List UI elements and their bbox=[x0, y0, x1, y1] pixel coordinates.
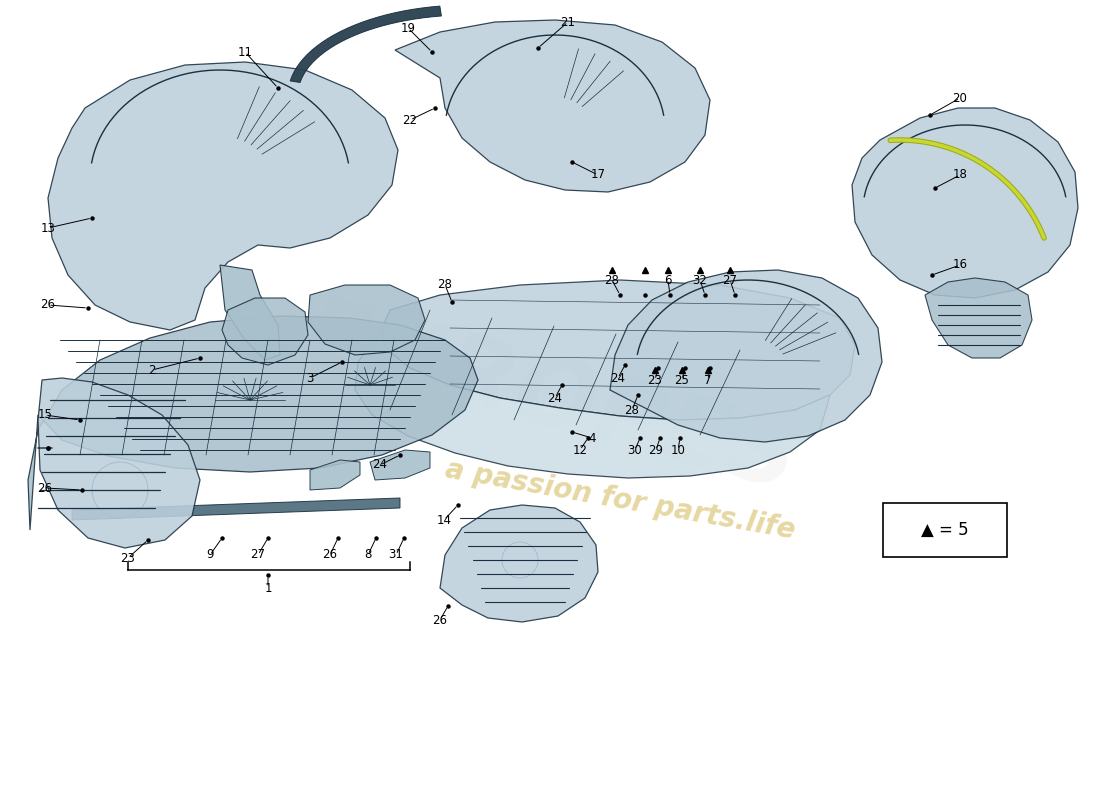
Polygon shape bbox=[852, 108, 1078, 298]
Polygon shape bbox=[290, 6, 441, 82]
Text: 26: 26 bbox=[322, 549, 338, 562]
Polygon shape bbox=[308, 285, 425, 355]
FancyBboxPatch shape bbox=[883, 503, 1006, 557]
Text: 27: 27 bbox=[251, 549, 265, 562]
Text: 22: 22 bbox=[403, 114, 418, 126]
Text: 26: 26 bbox=[41, 298, 55, 311]
Text: 13: 13 bbox=[41, 222, 55, 234]
Text: 28: 28 bbox=[605, 274, 619, 286]
Text: 20: 20 bbox=[953, 91, 967, 105]
Text: 12: 12 bbox=[572, 443, 587, 457]
Text: EUROPES: EUROPES bbox=[292, 289, 808, 511]
Text: 23: 23 bbox=[121, 551, 135, 565]
Text: 29: 29 bbox=[649, 443, 663, 457]
Polygon shape bbox=[370, 450, 430, 480]
Text: 18: 18 bbox=[953, 169, 967, 182]
Text: 26: 26 bbox=[37, 482, 53, 494]
Polygon shape bbox=[440, 505, 598, 622]
Polygon shape bbox=[355, 328, 830, 478]
Text: 28: 28 bbox=[625, 403, 639, 417]
Text: ▲ = 5: ▲ = 5 bbox=[921, 521, 969, 539]
Text: 4: 4 bbox=[588, 431, 596, 445]
Text: 6: 6 bbox=[664, 274, 672, 286]
Polygon shape bbox=[222, 298, 308, 365]
Text: 24: 24 bbox=[610, 371, 626, 385]
Text: 21: 21 bbox=[561, 15, 575, 29]
Text: 16: 16 bbox=[953, 258, 968, 271]
Text: 19: 19 bbox=[400, 22, 416, 34]
Text: 26: 26 bbox=[432, 614, 448, 626]
Text: a passion for parts.life: a passion for parts.life bbox=[443, 455, 798, 545]
Polygon shape bbox=[925, 278, 1032, 358]
Text: 31: 31 bbox=[388, 549, 404, 562]
Text: 1: 1 bbox=[264, 582, 272, 594]
Text: 27: 27 bbox=[723, 274, 737, 286]
Text: 23: 23 bbox=[648, 374, 662, 386]
Text: 30: 30 bbox=[628, 443, 642, 457]
Polygon shape bbox=[382, 280, 855, 420]
Text: 15: 15 bbox=[37, 409, 53, 422]
Polygon shape bbox=[220, 265, 280, 360]
Polygon shape bbox=[310, 460, 360, 490]
Text: 24: 24 bbox=[373, 458, 387, 471]
Text: 11: 11 bbox=[238, 46, 253, 58]
Polygon shape bbox=[39, 378, 200, 548]
Polygon shape bbox=[610, 270, 882, 442]
Polygon shape bbox=[72, 498, 400, 520]
Text: 9: 9 bbox=[207, 549, 213, 562]
Text: 25: 25 bbox=[674, 374, 690, 386]
Text: 3: 3 bbox=[306, 371, 313, 385]
Text: 8: 8 bbox=[364, 549, 372, 562]
Polygon shape bbox=[28, 316, 478, 530]
Text: 32: 32 bbox=[693, 274, 707, 286]
Text: 10: 10 bbox=[671, 443, 685, 457]
Text: 7: 7 bbox=[704, 374, 712, 386]
Polygon shape bbox=[395, 20, 710, 192]
Text: 28: 28 bbox=[438, 278, 452, 291]
Text: 14: 14 bbox=[437, 514, 451, 526]
Text: 2: 2 bbox=[148, 363, 156, 377]
Polygon shape bbox=[48, 62, 398, 330]
Text: 17: 17 bbox=[591, 169, 605, 182]
Text: 24: 24 bbox=[548, 391, 562, 405]
